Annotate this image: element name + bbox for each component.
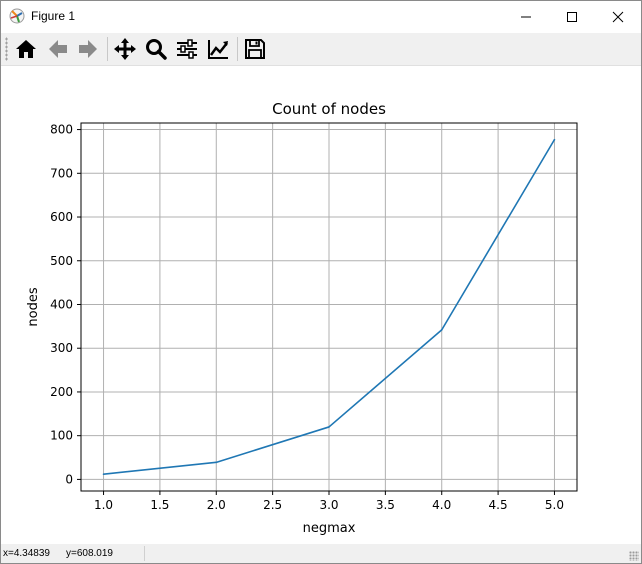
axes-frame [80, 122, 578, 492]
forward-button[interactable] [75, 36, 101, 62]
arrow-right-icon [79, 40, 97, 58]
y-tick-label: 400 [50, 297, 73, 311]
minimize-icon [521, 16, 531, 18]
x-tick-label: 4.0 [432, 498, 451, 512]
y-tick-label: 800 [50, 123, 73, 137]
figure-background [1, 66, 641, 544]
y-tick-label: 500 [50, 254, 73, 268]
matplotlib-logo-icon [9, 8, 25, 24]
y-tick-label: 0 [65, 472, 73, 486]
toolbar-separator [107, 37, 108, 61]
floppy-disk-icon [245, 39, 265, 59]
status-divider [144, 546, 145, 561]
maximize-button[interactable] [549, 1, 595, 32]
toolbar-grip[interactable] [5, 37, 8, 61]
cursor-coordinates: x=4.34839 y=608.019 [3, 548, 129, 559]
back-button[interactable] [45, 36, 71, 62]
x-tick-label: 3.5 [376, 498, 395, 512]
x-tick-label: 3.0 [319, 498, 338, 512]
zoom-button[interactable] [143, 36, 169, 62]
y-axis-label: nodes [26, 287, 41, 326]
x-tick-label: 2.0 [207, 498, 226, 512]
close-icon [612, 11, 624, 23]
move-icon [114, 38, 136, 60]
y-tick-label: 600 [50, 210, 73, 224]
status-bar: x=4.34839 y=608.019 [1, 544, 641, 563]
magnifier-icon [146, 39, 167, 60]
x-axis-label: negmax [303, 521, 356, 536]
x-tick-label: 5.0 [545, 498, 564, 512]
toolbar-separator [237, 37, 238, 61]
title-bar[interactable]: Figure 1 [1, 1, 641, 32]
window-title: Figure 1 [31, 9, 76, 23]
line-chart[interactable]: 1.0 1.5 2.0 2.5 3.0 3.5 4.0 4.5 5.0 0 100 200 300 400… [1, 66, 641, 544]
sliders-icon [177, 39, 197, 59]
data-point [553, 138, 556, 141]
x-tick-label: 4.5 [489, 498, 508, 512]
save-button[interactable] [242, 36, 268, 62]
edit-axis-button[interactable] [205, 36, 231, 62]
data-point [328, 426, 330, 428]
data-point [102, 473, 105, 475]
resize-grip[interactable] [629, 551, 639, 561]
navigation-toolbar [1, 33, 641, 66]
data-point [215, 461, 218, 464]
arrow-left-icon [49, 40, 67, 58]
configure-subplots-button[interactable] [174, 36, 200, 62]
y-coordinate: y=608.019 [66, 548, 113, 559]
data-point [440, 329, 443, 331]
figure-canvas[interactable]: 1.0 1.5 2.0 2.5 3.0 3.5 4.0 4.5 5.0 0 100 200 300 400… [1, 66, 641, 544]
minimize-button[interactable] [503, 1, 549, 32]
maximize-icon [567, 12, 577, 22]
home-button[interactable] [13, 36, 39, 62]
pan-button[interactable] [112, 36, 138, 62]
chart-title: Count of nodes [272, 100, 386, 118]
y-tick-label: 200 [50, 385, 73, 399]
x-tick-label: 1.0 [94, 498, 113, 512]
y-tick-label: 100 [50, 429, 73, 443]
close-button[interactable] [595, 1, 641, 32]
x-coordinate: x=4.34839 [3, 548, 50, 559]
line-chart-icon [208, 40, 228, 59]
x-tick-label: 2.5 [263, 498, 282, 512]
y-tick-label: 700 [50, 166, 73, 180]
home-icon [16, 40, 36, 58]
x-tick-label: 1.5 [150, 498, 169, 512]
y-tick-label: 300 [50, 341, 73, 355]
